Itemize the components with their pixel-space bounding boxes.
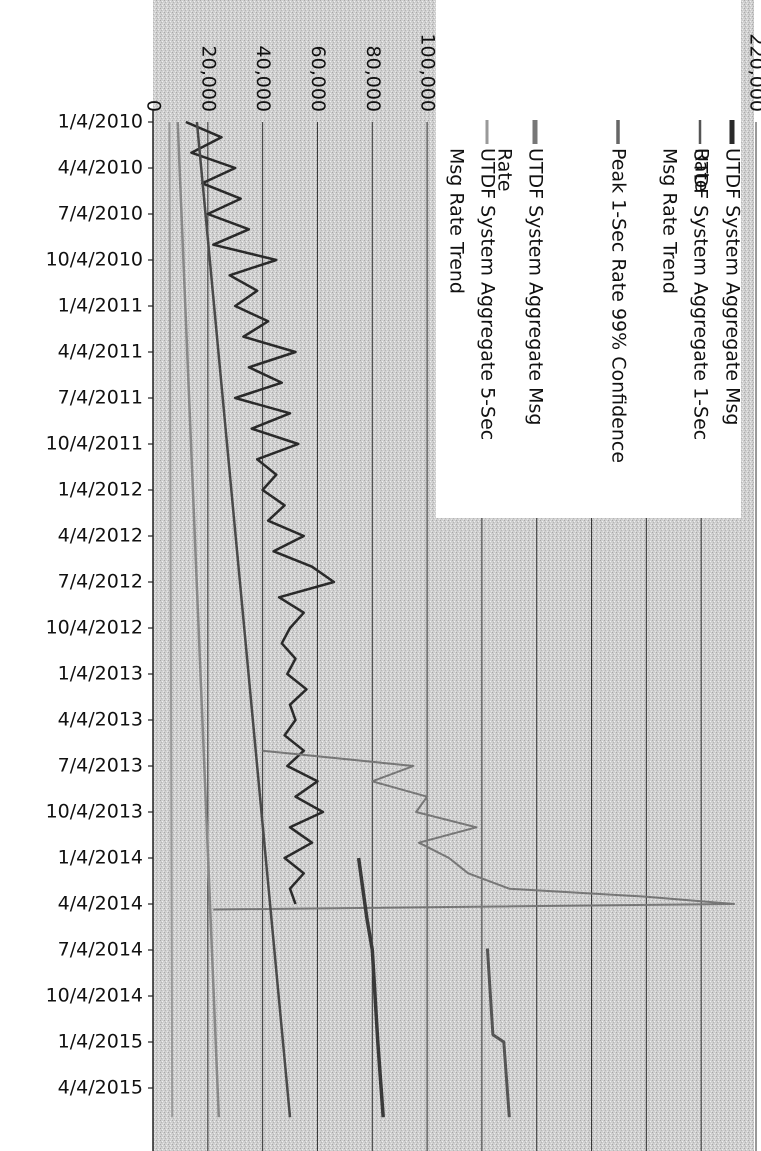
series-layer (168, 120, 736, 1118)
series-line-0 (185, 120, 336, 905)
legend-label-utdf-system-aggregate-5-sec: UTDF System Aggregate 5-Sec (477, 148, 499, 440)
y-tick-label: 20,000 (197, 46, 219, 112)
x-tick-label: 10/4/2013 (46, 801, 143, 823)
series-line-5 (176, 121, 221, 1118)
legend-label-utdf-system-aggregate-1-sec: UTDF System Aggregate 1-Sec (690, 148, 712, 440)
x-tick-label: 1/4/2011 (58, 295, 143, 317)
y-tick-label: 220,000 (746, 33, 761, 112)
x-tick-label: 10/4/2012 (46, 617, 143, 639)
x-tick-label: 4/4/2013 (58, 709, 143, 731)
x-tick-label: 7/4/2010 (58, 203, 143, 225)
legend-label-msg-rate-trend: Msg Rate Trend (659, 148, 681, 294)
y-tick-label: 40,000 (252, 46, 274, 112)
legend-label-utdf-system-aggregate-msg: UTDF System Aggregate Msg (722, 148, 744, 425)
legend-label-peak-1-sec-rate-99-confidence: Peak 1-Sec Rate 99% Confidence (608, 148, 630, 463)
y-tick-label: 80,000 (362, 46, 384, 112)
y-tick-label: 0 (143, 100, 165, 112)
x-tick-label: 10/4/2011 (46, 433, 143, 455)
series-line-2 (356, 857, 385, 1118)
x-tick-label: 1/4/2015 (58, 1031, 143, 1053)
legend-box (436, 0, 741, 518)
x-tick-label: 4/4/2014 (58, 893, 143, 915)
x-tick-label: 1/4/2013 (58, 663, 143, 685)
series-line-1 (213, 749, 736, 911)
x-tick-label: 1/4/2012 (58, 479, 143, 501)
x-tick-label: 7/4/2012 (58, 571, 143, 593)
x-tick-label: 7/4/2011 (58, 387, 143, 409)
x-tick-label: 4/4/2015 (58, 1077, 143, 1099)
x-tick-label: 1/4/2014 (58, 847, 143, 869)
x-tick-label: 10/4/2014 (46, 985, 143, 1007)
x-tick-label: 10/4/2010 (46, 249, 143, 271)
x-tick-label: 7/4/2014 (58, 939, 143, 961)
x-tick-label: 7/4/2013 (58, 755, 143, 777)
y-tick-label: 60,000 (307, 46, 329, 112)
legend-label-msg-rate-trend: Msg Rate Trend (446, 148, 468, 294)
x-tick-label: 4/4/2011 (58, 341, 143, 363)
legend-label-rate: Rate (494, 148, 516, 192)
y-tick-label: 100,000 (417, 33, 439, 112)
x-tick-label: 4/4/2012 (58, 525, 143, 547)
legend-label-utdf-system-aggregate-msg: UTDF System Aggregate Msg (525, 148, 547, 425)
x-tick-label: 1/4/2010 (58, 111, 143, 133)
series-line-6 (168, 121, 174, 1118)
legend-label-rate: Rate (691, 148, 713, 192)
x-tick-label: 4/4/2010 (58, 157, 143, 179)
series-line-4 (195, 121, 292, 1118)
series-line-3 (485, 948, 511, 1118)
